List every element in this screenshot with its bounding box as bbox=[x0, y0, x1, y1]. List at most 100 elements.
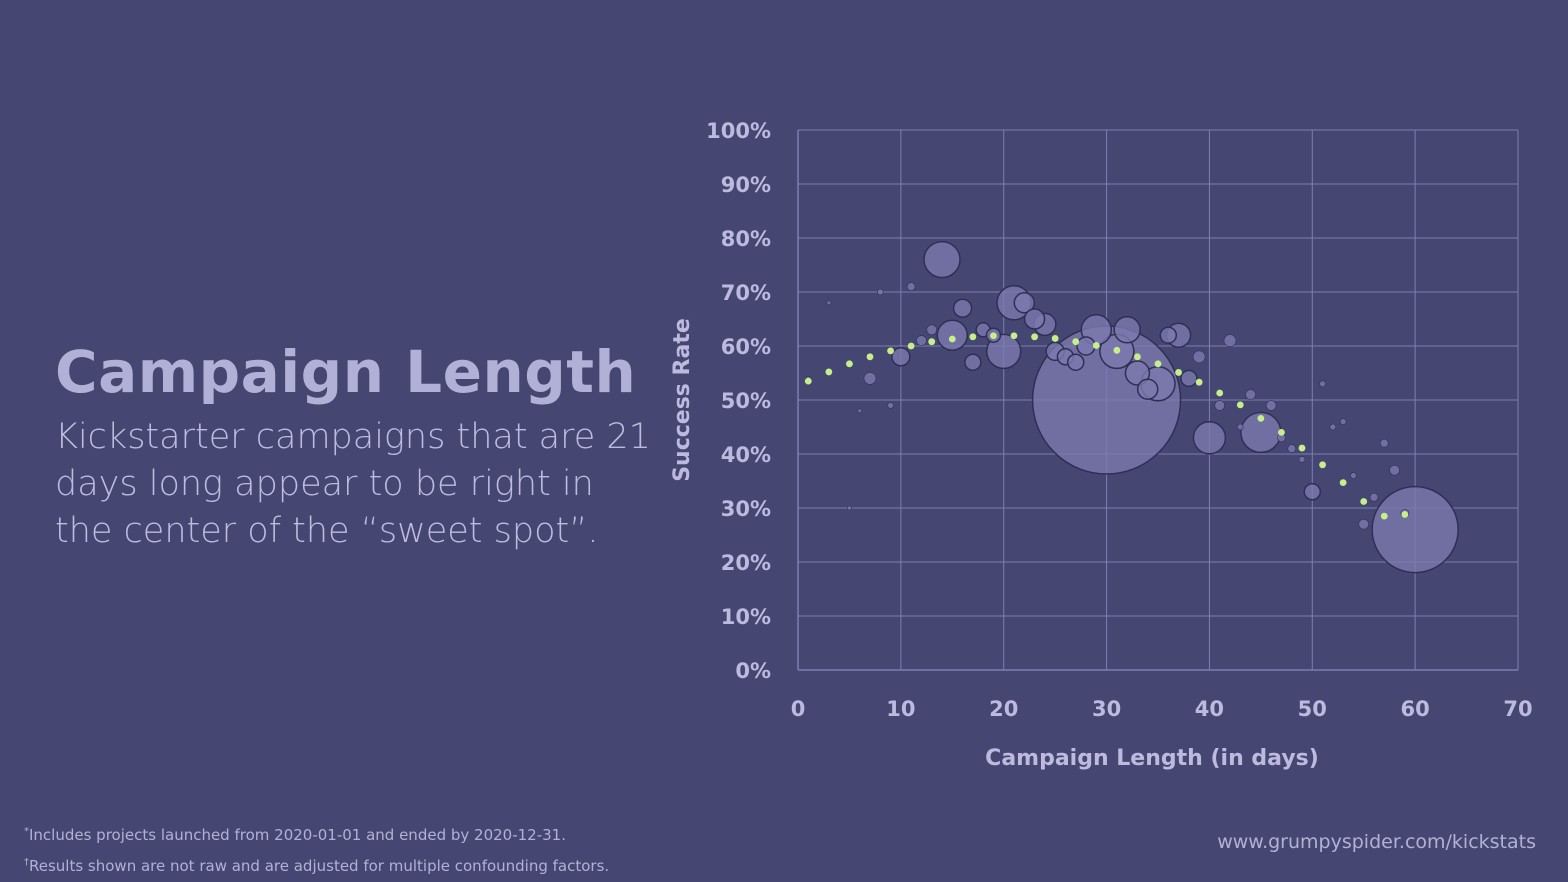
data-point bbox=[1223, 334, 1237, 347]
trend-dot bbox=[1339, 479, 1347, 487]
x-tick-label: 30 bbox=[1092, 697, 1121, 721]
x-tick-label: 0 bbox=[791, 697, 806, 721]
trend-dot bbox=[1195, 378, 1203, 386]
subtitle-line: the center of the “sweet spot”. bbox=[55, 511, 599, 551]
x-tick-label: 20 bbox=[989, 697, 1018, 721]
data-point bbox=[1124, 360, 1151, 386]
data-point bbox=[1214, 400, 1226, 411]
trend-dot bbox=[887, 347, 894, 355]
trend-dot bbox=[1216, 389, 1224, 397]
data-point bbox=[1192, 421, 1227, 455]
data-point bbox=[1192, 350, 1206, 364]
footnotes: *Includes projects launched from 2020-01… bbox=[24, 818, 609, 880]
trend-dot bbox=[1113, 346, 1121, 354]
chart-ticks: 0 10 20 30 40 50 60 70 0% 10% 20% 30% 40% 50% 60% 70% 80… bbox=[706, 119, 1533, 721]
footnote-2: †Results shown are not raw and are adjus… bbox=[24, 857, 610, 875]
y-tick-label: 40% bbox=[721, 443, 771, 467]
trend-dot bbox=[866, 353, 874, 361]
trend-dot bbox=[804, 377, 812, 385]
y-tick-label: 30% bbox=[721, 497, 771, 521]
trend-dot bbox=[990, 332, 997, 340]
data-point bbox=[1136, 378, 1159, 400]
trend-dot bbox=[948, 335, 956, 343]
data-point bbox=[857, 408, 863, 414]
website-link[interactable]: www.grumpyspider.com/kickstats bbox=[1217, 831, 1536, 853]
trend-dot bbox=[1257, 414, 1265, 422]
data-point bbox=[891, 347, 911, 367]
y-tick-label: 60% bbox=[721, 335, 771, 359]
data-point bbox=[952, 298, 973, 318]
data-point bbox=[1287, 444, 1297, 453]
data-point bbox=[1113, 316, 1141, 344]
data-point bbox=[1023, 308, 1046, 330]
data-point bbox=[1339, 418, 1347, 425]
trend-dot bbox=[907, 342, 915, 350]
data-point bbox=[1369, 492, 1379, 502]
data-point bbox=[923, 240, 961, 279]
y-tick-label: 10% bbox=[721, 605, 771, 629]
trend-dot bbox=[1092, 342, 1100, 349]
trend-dot bbox=[969, 333, 977, 341]
data-point bbox=[1379, 438, 1389, 448]
data-point bbox=[964, 353, 982, 371]
data-point bbox=[1245, 389, 1256, 400]
data-point bbox=[926, 324, 938, 336]
data-point bbox=[1180, 369, 1198, 388]
chart-bubbles bbox=[805, 240, 1459, 574]
trend-dot bbox=[1401, 511, 1409, 518]
x-axis-label: Campaign Length (in days) bbox=[985, 746, 1319, 771]
data-point bbox=[1329, 423, 1337, 431]
trend-dot bbox=[1134, 353, 1141, 361]
trend-dot bbox=[1051, 335, 1059, 342]
data-point bbox=[876, 288, 884, 296]
data-point bbox=[1371, 485, 1459, 574]
trend-dot bbox=[1031, 333, 1038, 341]
trend-dot bbox=[846, 360, 853, 368]
data-point bbox=[826, 300, 832, 306]
y-tick-label: 100% bbox=[706, 119, 771, 143]
x-tick-label: 40 bbox=[1195, 697, 1224, 721]
trend-dot bbox=[1175, 369, 1182, 376]
y-tick-label: 90% bbox=[721, 173, 771, 197]
data-point bbox=[1350, 472, 1357, 479]
data-point bbox=[916, 335, 927, 346]
x-tick-label: 50 bbox=[1298, 697, 1327, 721]
x-tick-label: 10 bbox=[886, 697, 915, 721]
data-point bbox=[985, 333, 1022, 370]
y-tick-label: 80% bbox=[721, 227, 771, 251]
data-point bbox=[1319, 380, 1326, 388]
data-point bbox=[1389, 464, 1400, 476]
trend-dot bbox=[1380, 512, 1388, 520]
data-point bbox=[1265, 400, 1277, 411]
trend-dot bbox=[1154, 360, 1162, 368]
trend-dot bbox=[1236, 401, 1244, 409]
page-title: Campaign Length bbox=[55, 338, 637, 406]
chart-trendline bbox=[804, 332, 1409, 520]
data-point bbox=[1076, 336, 1096, 356]
trend-dot bbox=[1319, 461, 1326, 469]
y-tick-label: 50% bbox=[721, 389, 771, 413]
data-point bbox=[1358, 518, 1370, 530]
y-tick-label: 0% bbox=[735, 659, 771, 683]
data-point bbox=[906, 282, 916, 291]
trend-dot bbox=[1010, 332, 1018, 340]
trend-dot bbox=[1298, 444, 1306, 452]
data-point bbox=[1159, 326, 1178, 344]
data-point bbox=[1236, 423, 1244, 431]
x-tick-label: 60 bbox=[1401, 697, 1430, 721]
data-point bbox=[1013, 292, 1036, 314]
subtitle: Kickstarter campaigns that are 21 days l… bbox=[55, 414, 655, 555]
data-point bbox=[1066, 353, 1085, 371]
trend-dot bbox=[1278, 429, 1285, 436]
trend-dot bbox=[1360, 498, 1368, 505]
footnote-1: *Includes projects launched from 2020-01… bbox=[24, 826, 566, 844]
y-tick-label: 20% bbox=[721, 551, 771, 575]
y-tick-label: 70% bbox=[721, 281, 771, 305]
data-point bbox=[887, 402, 894, 409]
x-tick-label: 70 bbox=[1503, 697, 1532, 721]
subtitle-line: Kickstarter campaigns that are 21 bbox=[55, 417, 651, 457]
data-point bbox=[863, 372, 877, 385]
trend-dot bbox=[928, 338, 936, 346]
data-point bbox=[1298, 456, 1306, 463]
